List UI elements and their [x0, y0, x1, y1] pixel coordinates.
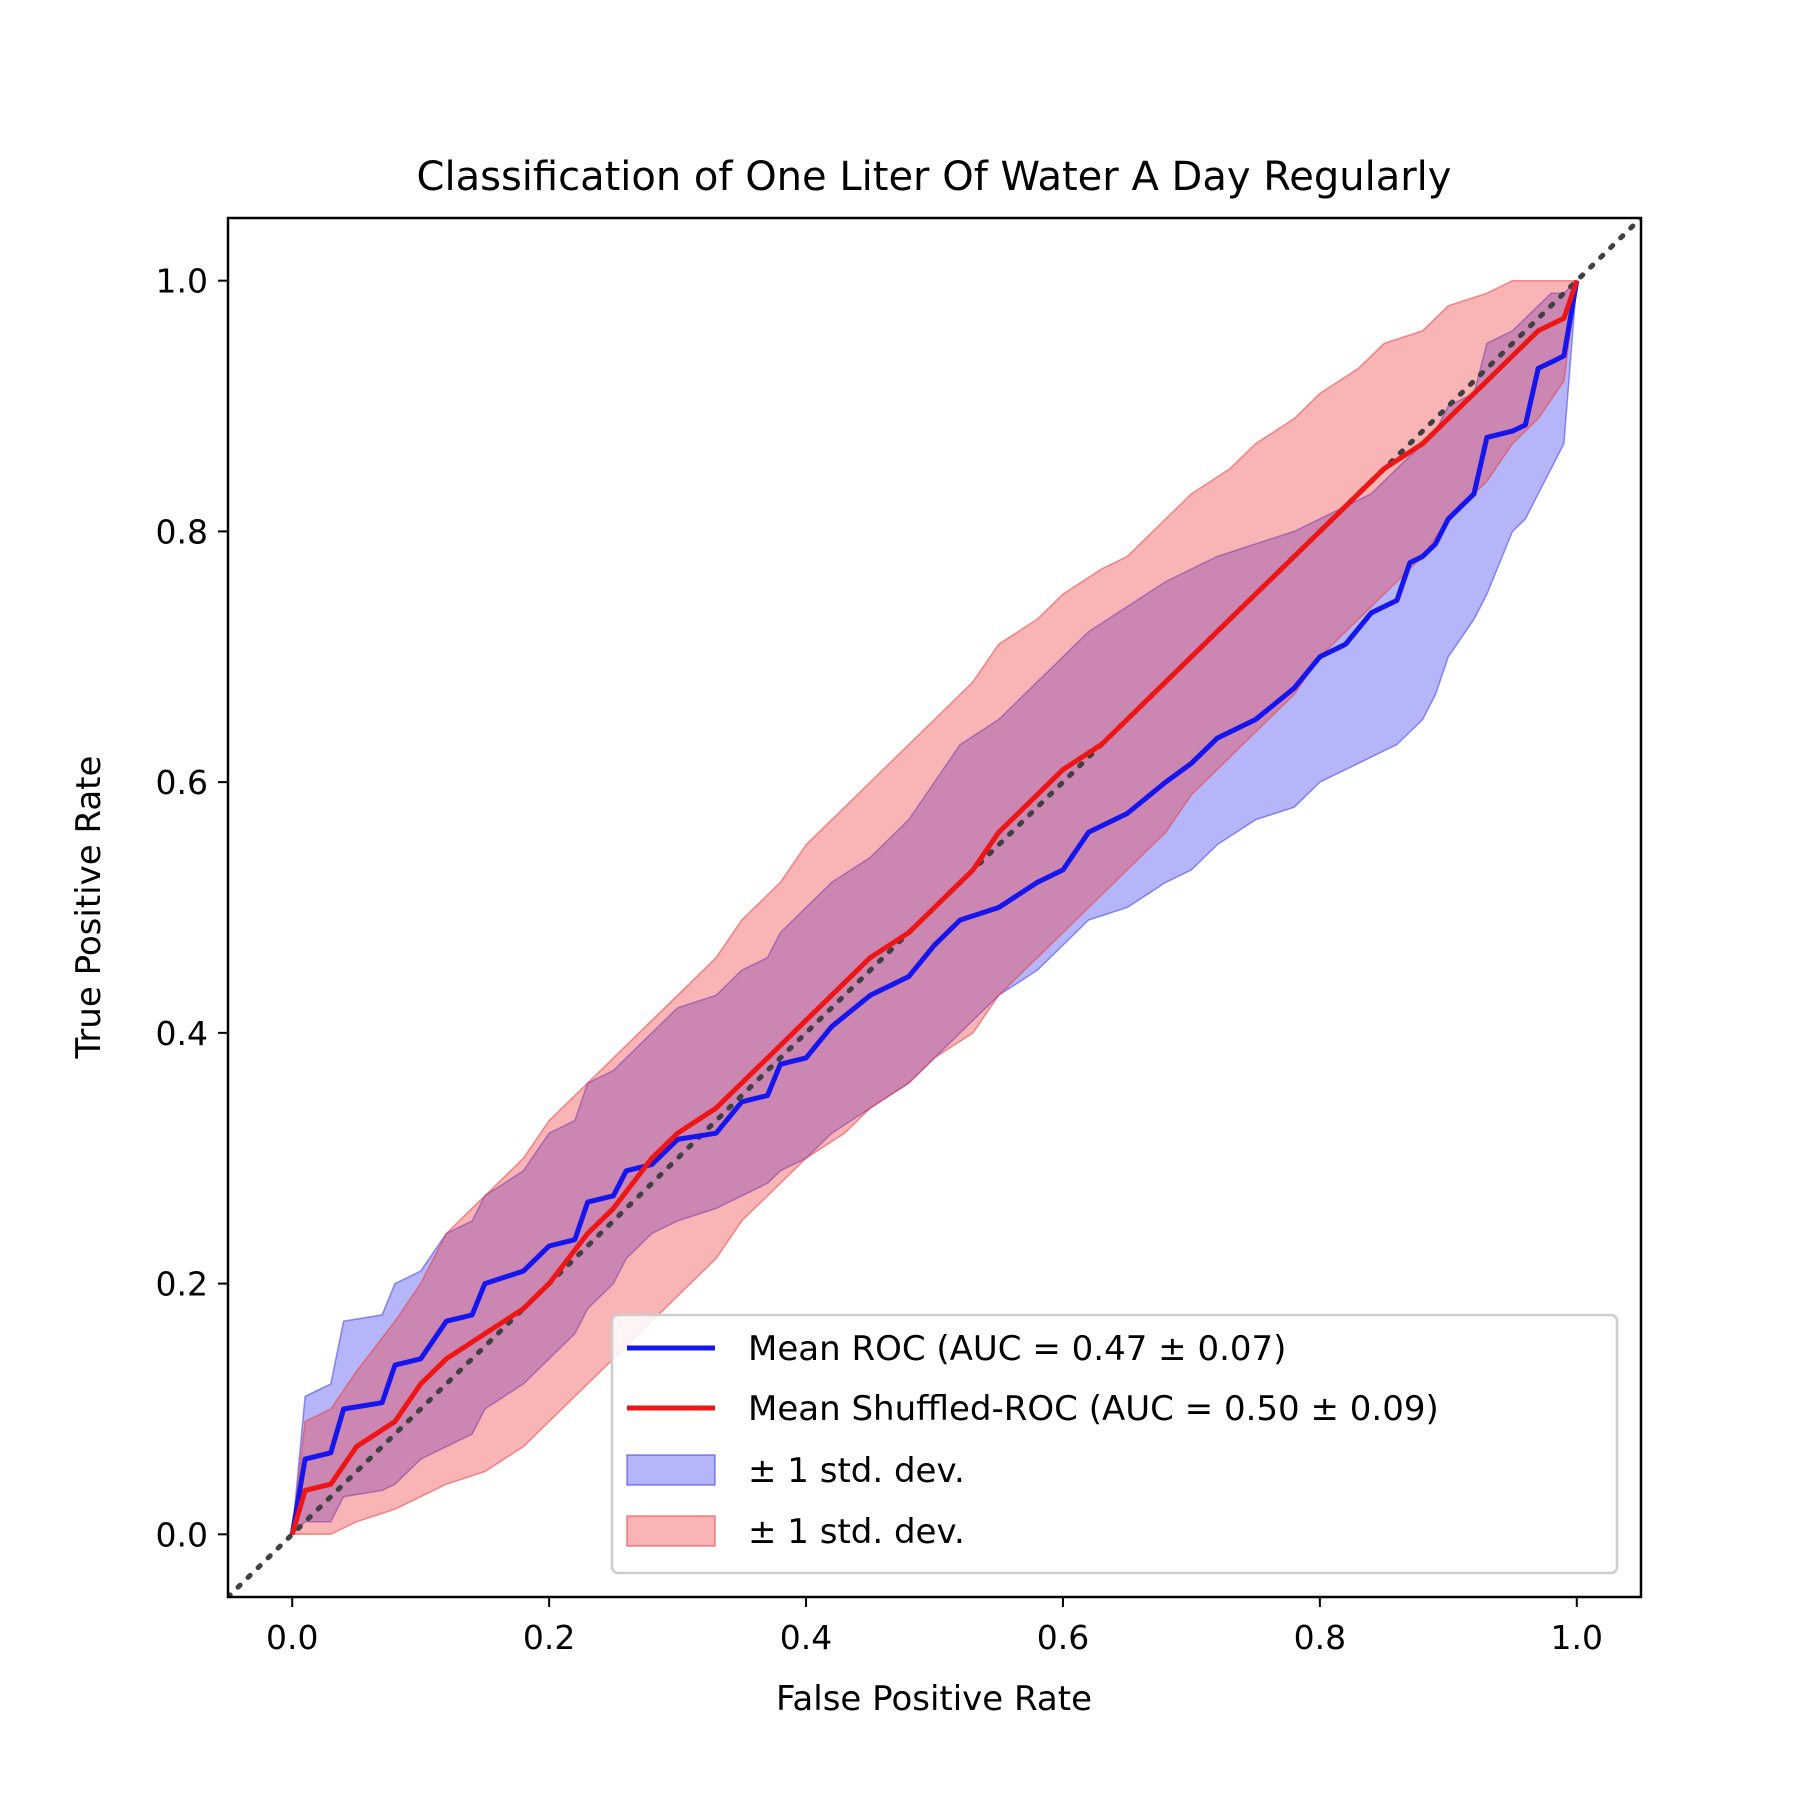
x-tick-label: 0.8	[1294, 1618, 1346, 1657]
series-line-mean-roc	[289, 280, 1580, 1535]
legend-label: ± 1 std. dev.	[748, 1451, 965, 1491]
y-tick-label: 0.8	[156, 512, 208, 551]
series-line-mean-shuffled-roc	[289, 279, 1580, 1536]
y-tick-label: 0.4	[156, 1014, 208, 1053]
y-tick-label: 1.0	[156, 262, 208, 301]
chart-title: Classification of One Liter Of Water A D…	[417, 154, 1452, 200]
y-tick-label: 0.0	[156, 1515, 208, 1554]
legend-label: Mean Shuffled-ROC (AUC = 0.50 ± 0.09)	[748, 1389, 1439, 1429]
y-axis-label: True Positive Rate	[69, 756, 109, 1060]
legend-swatch-patch	[626, 1515, 716, 1547]
x-tick-label: 0.4	[780, 1618, 832, 1657]
x-tick-label: 1.0	[1551, 1618, 1603, 1657]
legend-label: Mean ROC (AUC = 0.47 ± 0.07)	[748, 1329, 1286, 1369]
x-tick-label: 0.0	[266, 1618, 318, 1657]
x-axis-label: False Positive Rate	[776, 1679, 1092, 1719]
legend-label: ± 1 std. dev.	[748, 1512, 965, 1552]
plot-area	[228, 218, 1641, 1597]
plot-frame	[226, 216, 1643, 1599]
y-axis: 0.0 0.2 0.4 0.6 0.8 1.0	[156, 262, 228, 1554]
y-tick-label: 0.6	[156, 763, 208, 802]
legend: Mean ROC (AUC = 0.47 ± 0.07) Mean Shuffle…	[610, 1313, 1619, 1575]
y-tick-label: 0.2	[156, 1265, 208, 1304]
x-tick-label: 0.6	[1037, 1618, 1089, 1657]
x-axis: 0.0 0.2 0.4 0.6 0.8 1.0	[266, 1597, 1603, 1657]
legend-box	[610, 1313, 1619, 1575]
x-tick-label: 0.2	[523, 1618, 575, 1657]
legend-swatch-patch	[626, 1454, 716, 1486]
